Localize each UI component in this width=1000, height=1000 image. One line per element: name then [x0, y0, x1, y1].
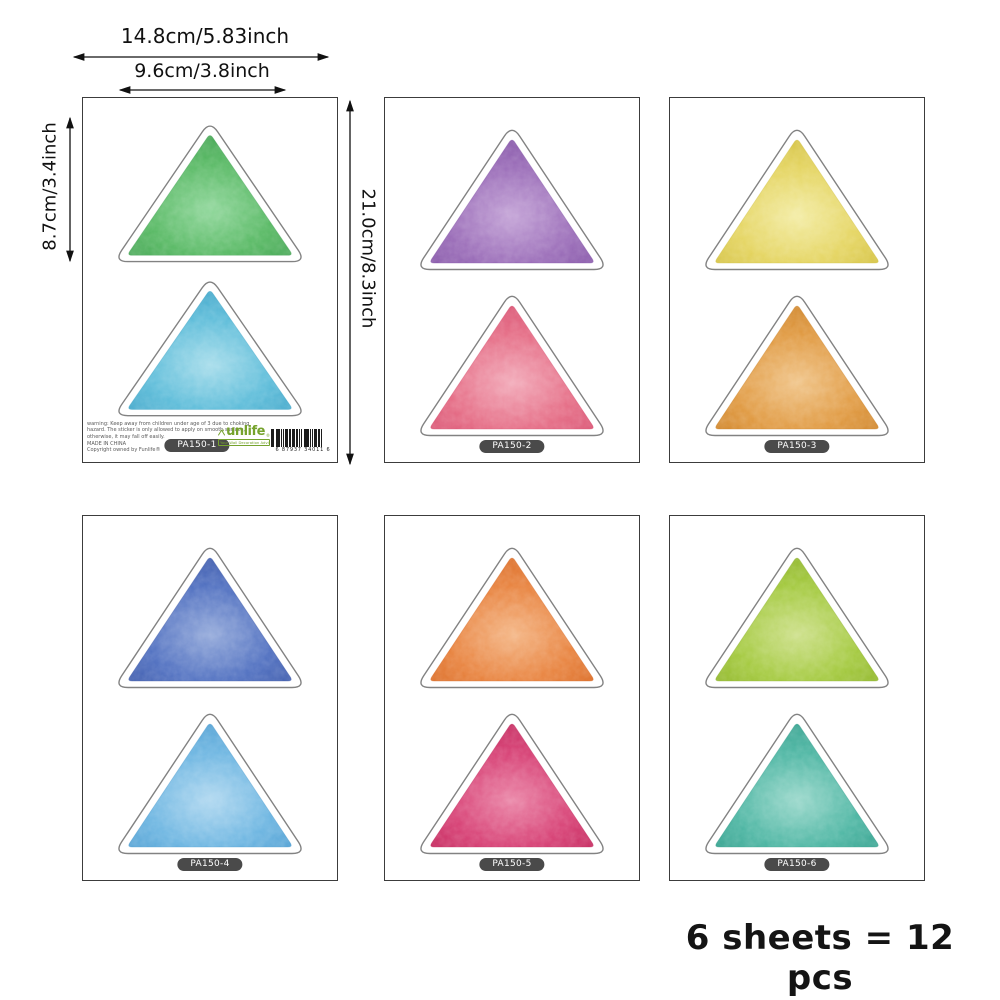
triangle-sticker-svg [118, 281, 302, 417]
triangle-sticker-svg [420, 547, 604, 689]
pack-count-text: 6 sheets = 12 pcs [685, 918, 955, 998]
outer-width-label: 14.8cm/5.83inch [120, 24, 290, 48]
triangle-sticker-sky-blue [110, 706, 310, 858]
warning-text: warning: Keep away from children under a… [87, 421, 250, 454]
house-icon [218, 429, 226, 436]
triangle-sticker-svg [705, 547, 889, 689]
sticker-sheet-6: PA150-6 [669, 515, 925, 881]
sheet-code-badge: PA150-1 [164, 439, 230, 452]
sticker-sheet-5: PA150-5 [384, 515, 640, 881]
triangle-sticker-svg [705, 129, 889, 271]
barcode: 6 87937 34011 6 [271, 429, 335, 453]
warning-line: hazard. The sticker is only allowed to a… [87, 427, 246, 434]
sticker-sheet-4: PA150-4 [82, 515, 338, 881]
triangle-sticker-purple [412, 122, 612, 274]
sheet-height-label: 21.0cm/8.3inch [357, 188, 379, 329]
triangle-sticker-yellow [697, 122, 897, 274]
sheet-code-badge: PA150-6 [764, 858, 830, 871]
triangle-sticker-orange [412, 540, 612, 692]
triangle-sticker-svg [420, 295, 604, 437]
triangle-sticker-svg [705, 713, 889, 855]
triangle-width-label: 9.6cm/3.8inch [134, 60, 270, 82]
triangle-sticker-svg [118, 713, 302, 855]
triangle-sticker-amber-orange [697, 288, 897, 440]
logo-tagline: Your Wall Decoration Advisor [218, 439, 270, 446]
made-in-china-line: MADE IN CHINA [87, 440, 127, 447]
triangle-height-label: 8.7cm/3.4inch [39, 122, 61, 251]
sheet-code-badge: PA150-2 [479, 440, 545, 453]
sheet-code-badge: PA150-4 [177, 858, 243, 871]
sticker-sheet-2: PA150-2 [384, 97, 640, 463]
barcode-bars [271, 429, 335, 447]
warning-line: otherwise, it may fall off easily. [87, 433, 165, 440]
logo-text: unlife [226, 424, 265, 439]
triangle-sticker-svg [118, 125, 302, 263]
triangle-sticker-svg [118, 547, 302, 689]
sticker-sheet-1: warning: Keep away from children under a… [82, 97, 338, 463]
sheet-code-badge: PA150-5 [479, 858, 545, 871]
barcode-digits: 6 87937 34011 6 [275, 447, 331, 453]
registered-mark: ® [266, 433, 270, 438]
funlife-logo: unlife ® Your Wall Decoration Advisor [218, 425, 270, 446]
copyright-line: Copyright owned by Funlife® [87, 447, 161, 454]
warning-line: warning: Keep away from children under a… [87, 421, 250, 427]
sticker-sheet-3: PA150-3 [669, 97, 925, 463]
triangle-sticker-royal-blue [110, 540, 310, 692]
triangle-sticker-magenta-pink [412, 706, 612, 858]
triangle-sticker-rose-pink [412, 288, 612, 440]
triangle-sticker-svg [705, 295, 889, 437]
triangle-sticker-svg [420, 713, 604, 855]
triangle-sticker-lime-green [697, 540, 897, 692]
triangle-sticker-cyan-blue [110, 274, 310, 420]
triangle-sticker-svg [420, 129, 604, 271]
triangle-sticker-teal [697, 706, 897, 858]
sheet-code-badge: PA150-3 [764, 440, 830, 453]
triangle-sticker-green [110, 118, 310, 266]
